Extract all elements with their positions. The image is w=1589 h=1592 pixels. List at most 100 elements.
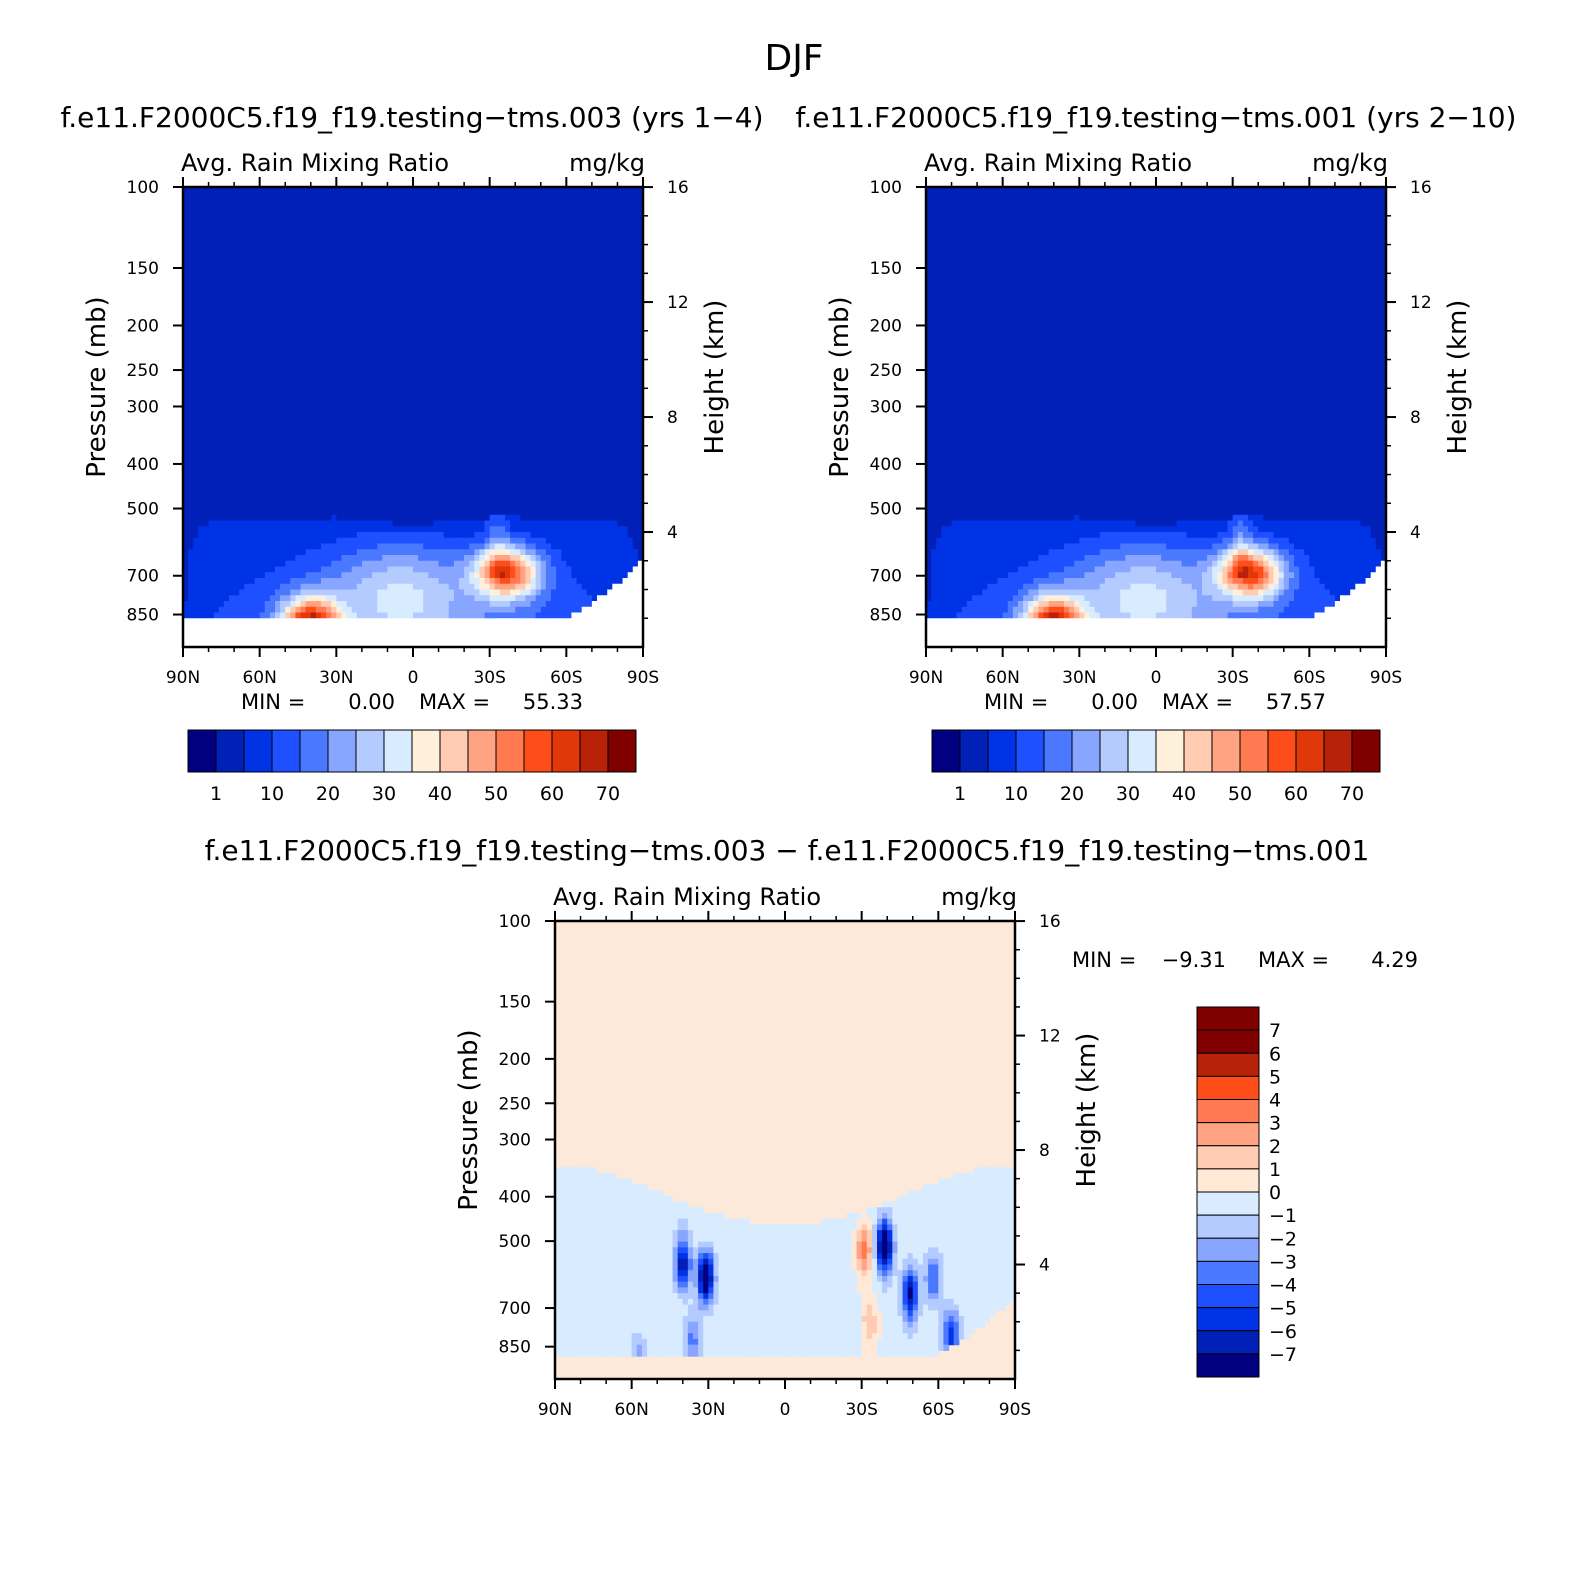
x-tick-label: 90S: [999, 1400, 1031, 1420]
y-axis-title: Pressure (mb): [454, 1029, 484, 1210]
x-tick-label: 90S: [627, 668, 659, 688]
colorbar-box: [1196, 1006, 1260, 1031]
y-axis-title: Pressure (mb): [82, 296, 112, 477]
y-tick-label: 500: [870, 500, 902, 520]
y2-tick-label: 4: [1410, 523, 1421, 543]
colorbar-box: [187, 729, 217, 773]
colorbar-box: [579, 729, 609, 773]
colorbar-box: [1351, 729, 1381, 773]
max-label: MAX =: [1258, 948, 1329, 972]
max-value: 55.33: [523, 690, 583, 714]
colorbar-box: [495, 729, 525, 773]
colorbar-label: 40: [1172, 783, 1196, 805]
y-tick-label: 100: [127, 178, 159, 198]
chart-panel-1: f.e11.F2000C5.f19_f19.testing−tms.003 (y…: [60, 101, 763, 805]
colorbar-box: [1196, 1145, 1260, 1170]
min-label: MIN =: [984, 690, 1048, 714]
y-tick-label: 700: [499, 1299, 531, 1319]
colorbar: 1 10 20 30 40 50 60 70: [931, 729, 1381, 805]
x-tick-label: 90N: [538, 1400, 572, 1420]
y-tick-label: 200: [870, 316, 902, 336]
y-tick-label: 200: [499, 1050, 531, 1070]
y-tick-label: 250: [499, 1094, 531, 1114]
colorbar-box: [355, 729, 385, 773]
colorbar-box: [1196, 1307, 1260, 1332]
x-tick-label: 30N: [691, 1400, 725, 1420]
y2-tick-label: 8: [1410, 408, 1421, 428]
colorbar-box: [1196, 1260, 1260, 1286]
colorbar-label: 50: [1228, 783, 1252, 805]
colorbar-box: [1043, 729, 1073, 773]
colorbar-box: [327, 729, 357, 773]
colorbar-label: 60: [1284, 783, 1308, 805]
y2-tick-label: 12: [1410, 293, 1432, 313]
y-tick-label: 300: [870, 397, 902, 417]
y2-tick-label: 16: [1410, 178, 1432, 198]
chart-title: f.e11.F2000C5.f19_f19.testing−tms.003 (y…: [60, 101, 763, 134]
x-tick-label: 30S: [473, 668, 505, 688]
colorbar-box: [1196, 1191, 1260, 1216]
max-value: 4.29: [1371, 948, 1418, 972]
avg-label: Avg. Rain Mixing Ratio: [181, 149, 449, 177]
colorbar-box: [1015, 729, 1045, 773]
contour-field: [555, 921, 1016, 1379]
colorbar-label: 3: [1269, 1113, 1281, 1135]
colorbar-label: 7: [1269, 1020, 1281, 1042]
colorbar-box: [467, 729, 497, 773]
x-tick-label: 30S: [845, 1400, 877, 1420]
colorbar-label: 1: [210, 783, 222, 805]
y-tick-label: 150: [499, 993, 531, 1013]
colorbar-label: −2: [1269, 1228, 1297, 1250]
colorbar-label: 6: [1269, 1043, 1281, 1065]
y-tick-label: 250: [870, 361, 902, 381]
y-tick-label: 700: [870, 567, 902, 587]
colorbar-box: [1196, 1284, 1260, 1309]
colorbar-box: [1295, 729, 1325, 773]
colorbar-box: [1196, 1122, 1260, 1147]
y2-axis-title: Height (km): [1443, 300, 1473, 455]
contour-field: [183, 187, 644, 648]
x-tick-label: 30S: [1216, 668, 1248, 688]
colorbar-box: [1196, 1052, 1260, 1077]
colorbar-box: [1196, 1353, 1260, 1378]
colorbar-box: [607, 729, 637, 773]
max-label: MAX =: [1162, 690, 1233, 714]
y-tick-label: 150: [127, 259, 159, 279]
colorbar-label: −6: [1269, 1321, 1297, 1343]
colorbar-box: [1196, 1168, 1260, 1193]
y-tick-label: 300: [127, 397, 159, 417]
units-label: mg/kg: [569, 149, 645, 177]
x-tick-label: 90N: [909, 668, 943, 688]
y-tick-label: 100: [499, 912, 531, 932]
colorbar-box: [1183, 729, 1213, 773]
y2-axis-title: Height (km): [1072, 1033, 1102, 1188]
x-tick-label: 0: [408, 668, 419, 688]
x-tick-label: 90S: [1370, 668, 1402, 688]
x-tick-label: 30N: [1062, 668, 1096, 688]
y-tick-label: 700: [127, 567, 159, 587]
x-tick-label: 90N: [166, 668, 200, 688]
colorbar-label: −3: [1269, 1251, 1297, 1273]
colorbar-label: −1: [1269, 1205, 1297, 1227]
colorbar-label: 30: [372, 783, 396, 805]
panels-layer: f.e11.F2000C5.f19_f19.testing−tms.003 (y…: [60, 101, 1516, 1420]
max-value: 57.57: [1266, 690, 1326, 714]
y-tick-label: 850: [127, 606, 159, 626]
colorbar-box: [243, 729, 273, 773]
colorbar-label: 5: [1269, 1066, 1281, 1088]
y-tick-label: 400: [499, 1188, 531, 1208]
y-tick-label: 500: [499, 1232, 531, 1252]
x-tick-label: 30N: [319, 668, 353, 688]
colorbar-box: [1155, 729, 1185, 773]
y-axis-title: Pressure (mb): [825, 296, 855, 477]
x-tick-label: 0: [780, 1400, 791, 1420]
x-tick-label: 60S: [550, 668, 582, 688]
min-label: MIN =: [241, 690, 305, 714]
units-label: mg/kg: [941, 883, 1017, 911]
y-tick-label: 400: [127, 455, 159, 475]
y-tick-label: 300: [499, 1131, 531, 1151]
contour-field: [926, 187, 1387, 648]
y2-tick-label: 16: [667, 178, 689, 198]
units-label: mg/kg: [1312, 149, 1388, 177]
